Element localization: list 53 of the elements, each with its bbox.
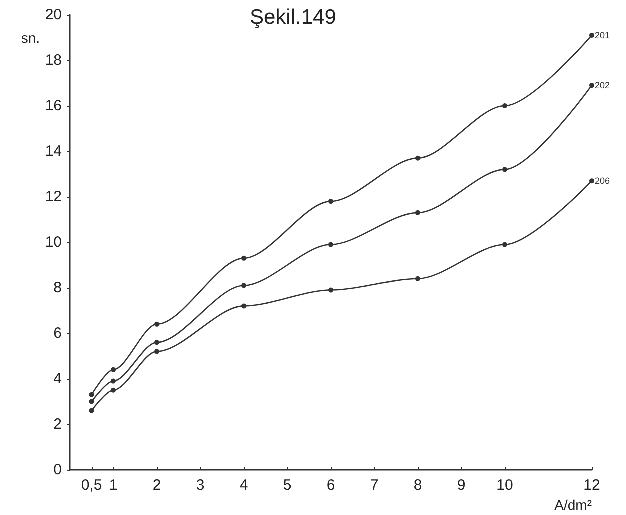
y-tick-label: 16 (45, 98, 62, 114)
x-axis-title: A/dm² (554, 497, 592, 513)
point (590, 83, 594, 88)
point (154, 340, 160, 346)
x-tick-label: 6 (326, 477, 336, 494)
point (416, 276, 420, 282)
y-axis-title: sn. (21, 30, 40, 46)
point (502, 242, 508, 248)
point (590, 32, 594, 38)
point (242, 304, 246, 309)
x-tick-label: 4 (240, 477, 248, 494)
point (111, 378, 116, 384)
x-tick-label: 5 (283, 477, 292, 494)
point (590, 178, 594, 184)
point (89, 392, 94, 398)
series-label: 206 (595, 176, 610, 186)
y-tick-label: 2 (54, 416, 62, 433)
point (502, 167, 508, 172)
point (328, 242, 334, 248)
y-tick-label: 8 (54, 280, 62, 296)
y-tick-label: 10 (45, 234, 62, 251)
x-tick-label: 2 (152, 477, 162, 494)
series-label: 202 (595, 80, 610, 91)
point (111, 367, 116, 372)
point (416, 156, 420, 161)
x-tick-label: 9 (457, 477, 466, 494)
point (328, 199, 334, 204)
y-tick-label: 14 (45, 143, 62, 160)
point (328, 288, 334, 293)
y-tick-label: 6 (54, 325, 62, 342)
x-tick-label: 1 (109, 477, 118, 494)
point (416, 210, 420, 216)
x-tick-label: 0,5 (81, 477, 102, 494)
y-tick-label: 18 (45, 52, 62, 69)
x-tick-label: 8 (414, 477, 422, 494)
y-tick-label: 4 (54, 370, 62, 388)
chart-title: Şekil.149 (250, 6, 336, 29)
point (89, 399, 94, 404)
x-tick-label: 10 (496, 477, 514, 494)
point (89, 408, 94, 414)
x-tick-label: 12 (584, 477, 600, 494)
y-tick-label: 20 (45, 6, 62, 24)
point (154, 322, 160, 327)
x-tick-label: 7 (370, 477, 379, 494)
point (502, 104, 508, 108)
point (154, 349, 160, 354)
point (111, 388, 116, 393)
x-tick-label: 3 (196, 477, 205, 494)
point (242, 283, 246, 288)
y-tick-label: 0 (54, 462, 62, 478)
series-label: 201 (595, 30, 610, 40)
y-tick-label: 12 (45, 188, 62, 206)
point (242, 256, 246, 261)
